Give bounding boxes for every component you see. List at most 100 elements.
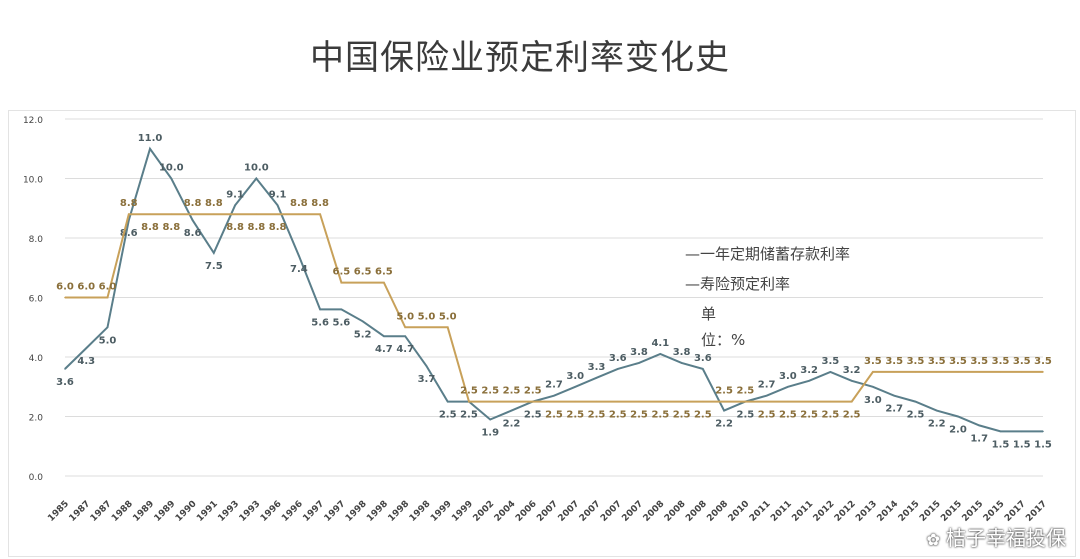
data-point	[64, 368, 66, 370]
data-point	[872, 385, 874, 388]
data-label: 3.0	[864, 395, 882, 406]
data-label: 3.5	[928, 356, 946, 367]
data-point	[744, 400, 747, 403]
x-tick-label: 2008	[684, 499, 709, 524]
x-tick-label: 1998	[408, 499, 433, 524]
data-point	[999, 430, 1002, 433]
data-label: 3.5	[1034, 356, 1052, 367]
data-point	[446, 326, 449, 329]
data-label: 2.5	[524, 410, 542, 421]
data-label: 3.0	[779, 371, 797, 382]
data-label: 8.8	[311, 198, 329, 209]
data-point	[638, 400, 640, 403]
data-point	[531, 400, 534, 403]
x-tick-label: 2012	[812, 499, 837, 524]
data-label: 8.8	[141, 222, 159, 233]
legend-insurance: —寿险预定利率	[685, 275, 791, 293]
data-label: 5.2	[354, 329, 372, 340]
data-label: 2.5	[715, 386, 733, 397]
data-point	[1042, 371, 1044, 373]
data-point	[829, 371, 832, 373]
data-label: 2.0	[949, 425, 967, 436]
data-point	[106, 296, 109, 299]
data-label: 8.6	[120, 228, 138, 239]
data-label: 2.2	[928, 419, 946, 430]
data-point	[574, 385, 577, 388]
data-point	[765, 400, 768, 403]
data-label: 6.5	[333, 267, 351, 278]
data-point	[170, 213, 173, 215]
data-label: 3.6	[609, 353, 627, 364]
data-label: 2.5	[736, 386, 754, 397]
data-point	[702, 400, 704, 403]
data-point	[723, 400, 725, 403]
data-point	[616, 400, 619, 403]
x-tick-label: 2015	[918, 499, 943, 524]
data-point	[149, 147, 151, 150]
x-tick-label: 1990	[174, 499, 199, 524]
data-label: 2.2	[715, 419, 733, 430]
data-label: 2.5	[907, 410, 925, 421]
data-point	[106, 326, 109, 329]
x-tick-label: 2002	[472, 499, 497, 524]
data-label: 2.5	[481, 386, 499, 397]
data-point	[468, 400, 470, 403]
data-point	[298, 255, 300, 257]
data-point	[276, 204, 279, 207]
data-point	[191, 213, 194, 215]
x-tick-label: 2007	[620, 499, 645, 524]
data-label: 5.6	[333, 317, 351, 328]
data-point	[978, 424, 981, 427]
data-label: 5.0	[439, 311, 457, 322]
x-tick-label: 2006	[514, 499, 539, 524]
data-point	[659, 400, 662, 403]
data-label: 5.0	[418, 311, 436, 322]
watermark-text: 桔子幸福投保	[946, 526, 1066, 550]
data-label: 3.2	[843, 365, 861, 376]
data-point	[914, 371, 917, 373]
data-point	[850, 380, 853, 382]
x-tick-label: 1991	[195, 499, 220, 524]
data-label: 4.3	[77, 356, 95, 367]
data-point	[383, 335, 385, 337]
data-label: 6.0	[99, 282, 117, 293]
data-label: 3.2	[800, 365, 818, 376]
data-point	[1020, 371, 1023, 373]
data-point	[872, 371, 874, 373]
y-tick-label: 2.0	[29, 414, 44, 424]
data-point	[234, 213, 236, 215]
watermark: ✿ 桔子幸福投保	[927, 522, 1066, 551]
data-point	[850, 400, 853, 403]
data-point	[935, 371, 938, 373]
data-label: 2.5	[588, 410, 606, 421]
x-tick-label: 2011	[790, 499, 815, 524]
data-label: 3.5	[970, 356, 988, 367]
data-point	[765, 394, 768, 397]
data-label: 3.5	[907, 356, 925, 367]
data-point	[978, 371, 981, 373]
data-label: 3.6	[56, 377, 74, 388]
data-label: 4.7	[375, 344, 393, 355]
data-point	[595, 377, 598, 379]
data-label: 4.7	[396, 344, 414, 355]
data-label: 2.5	[545, 410, 563, 421]
data-label: 6.0	[56, 282, 74, 293]
data-point	[957, 415, 959, 418]
data-point	[85, 296, 88, 299]
x-tick-label: 2014	[876, 499, 901, 524]
data-label: 3.5	[864, 356, 882, 367]
x-tick-label: 2013	[854, 499, 879, 524]
data-point	[510, 400, 513, 403]
data-label: 3.3	[588, 362, 606, 373]
data-point	[213, 252, 215, 254]
data-point	[234, 204, 236, 207]
data-label: 2.2	[503, 419, 521, 430]
data-point	[298, 213, 300, 215]
data-label: 2.5	[630, 410, 648, 421]
data-label: 2.5	[758, 410, 776, 421]
x-tick-label: 1989	[131, 499, 156, 524]
data-point	[723, 409, 725, 412]
data-label: 9.1	[269, 189, 287, 200]
data-point	[893, 394, 895, 397]
x-tick-label: 2008	[663, 499, 688, 524]
